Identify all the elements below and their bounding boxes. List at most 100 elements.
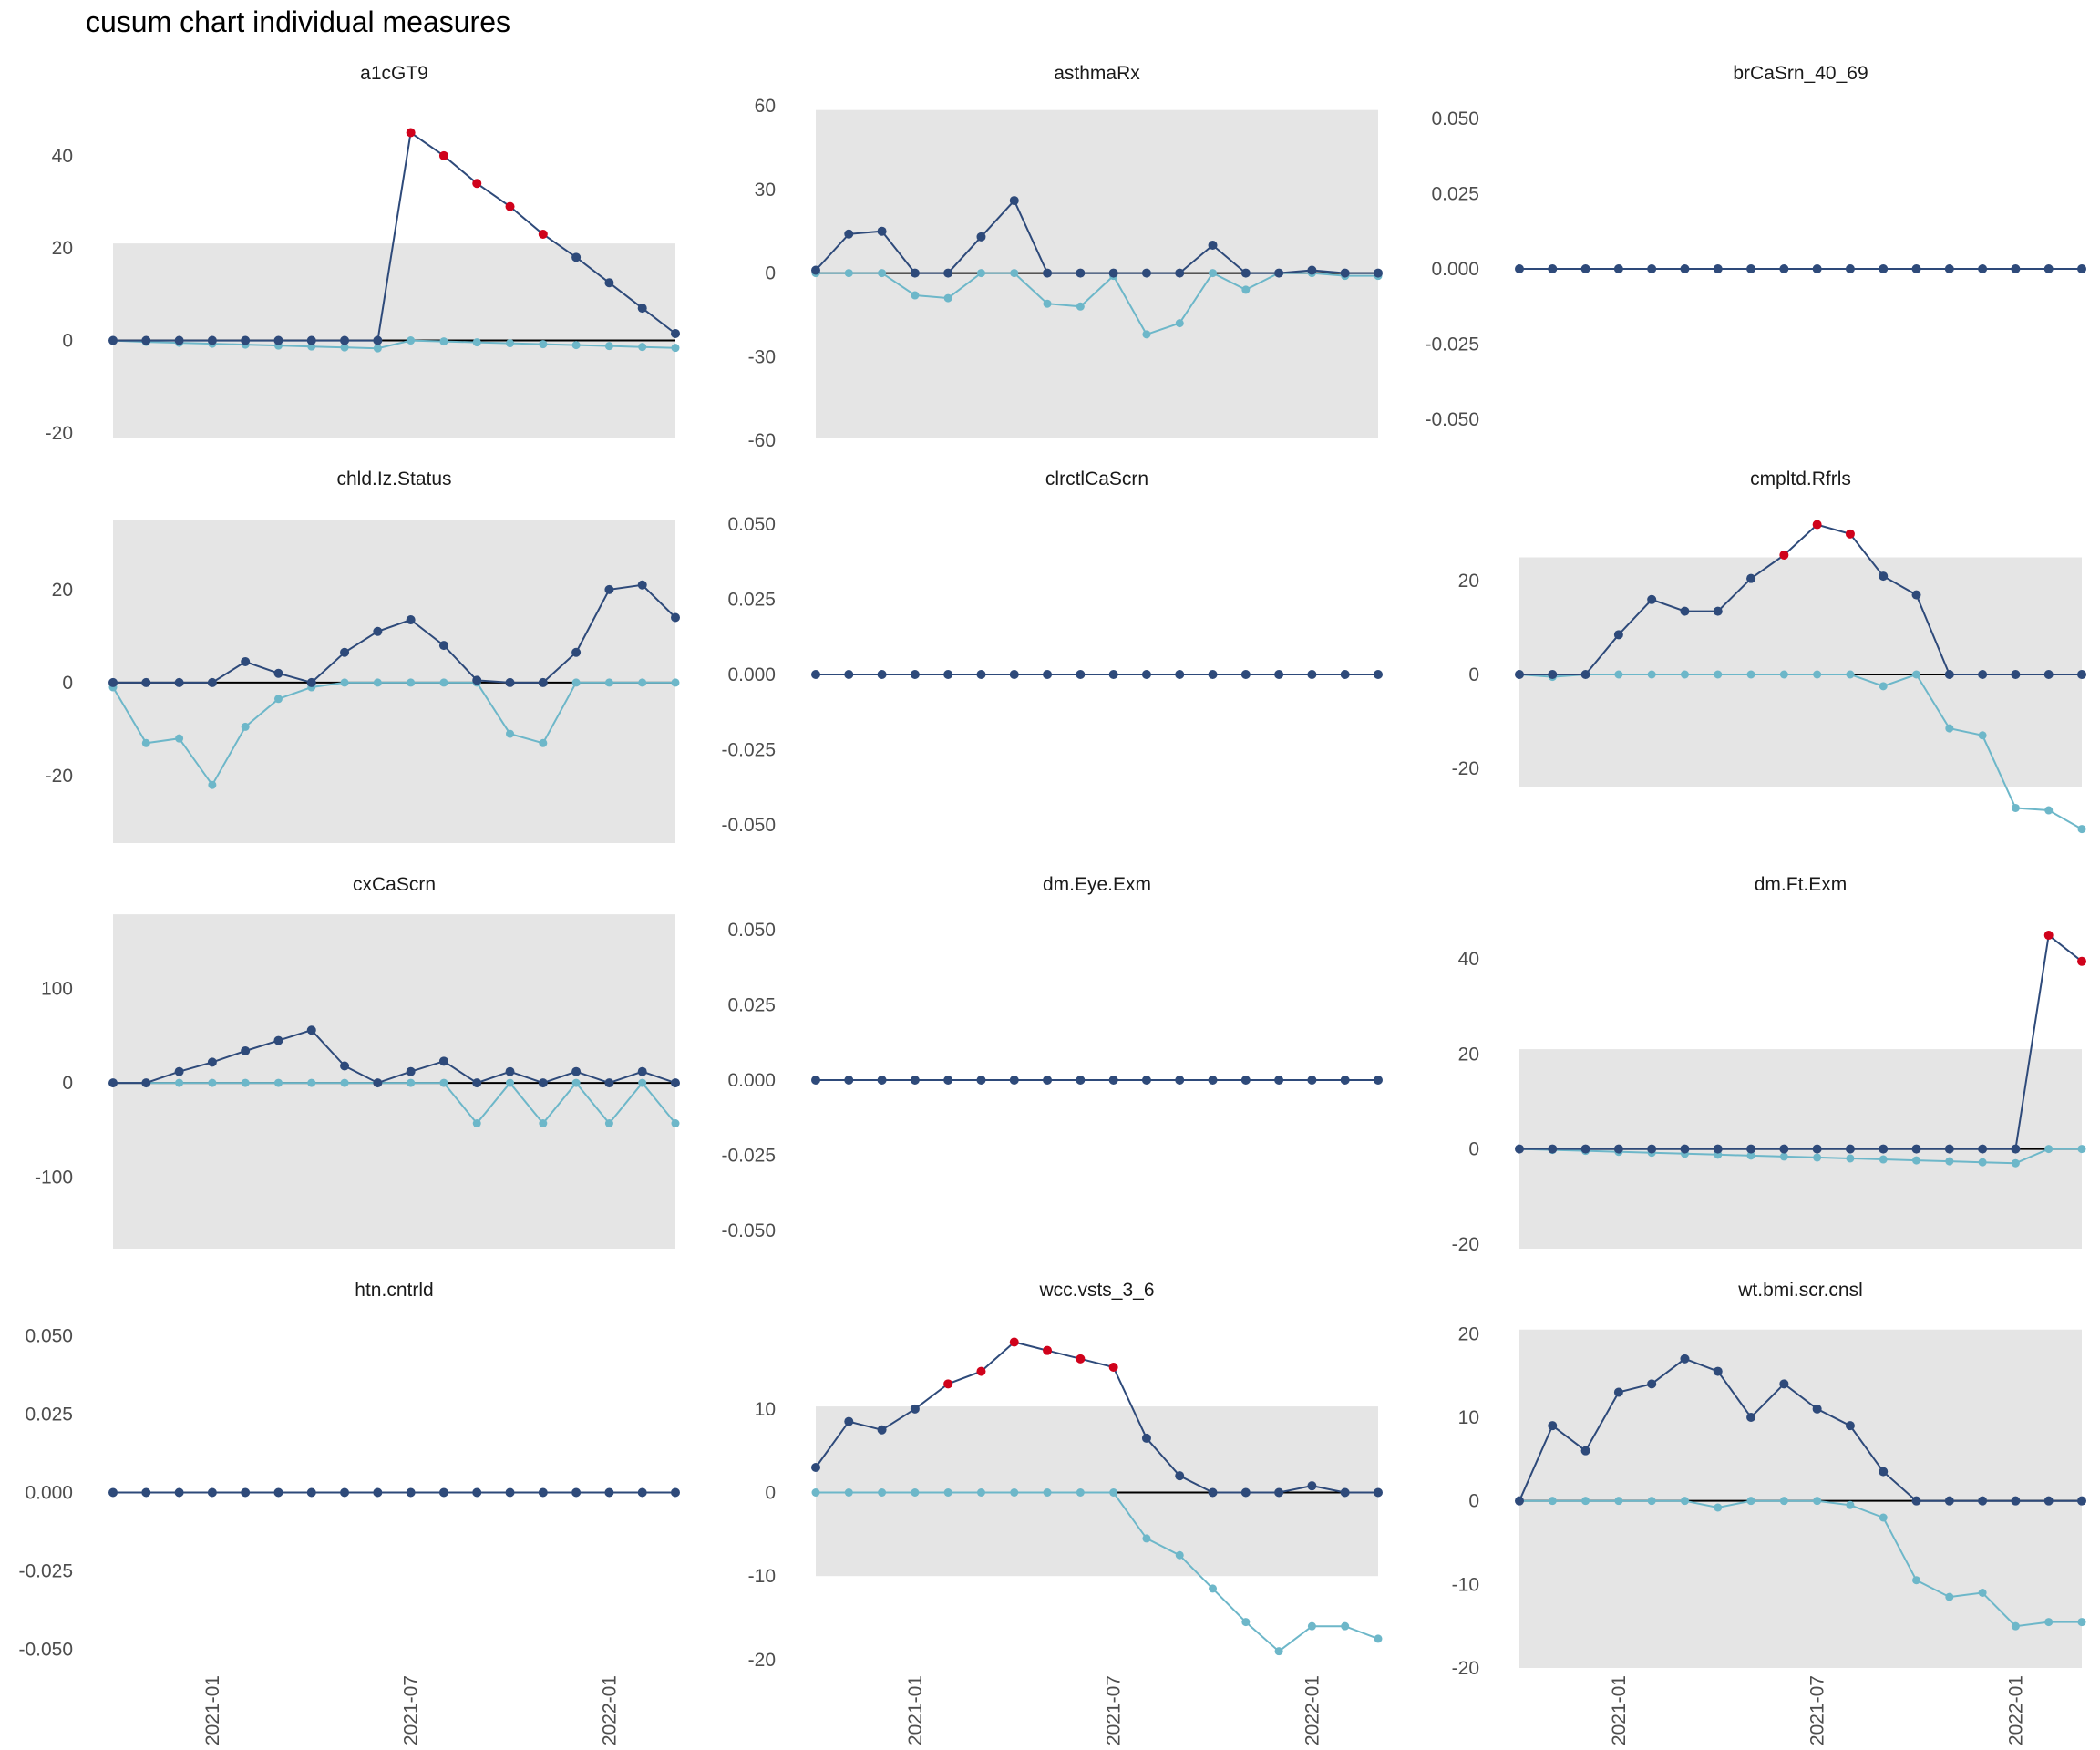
upper-cusum-point <box>241 1488 251 1498</box>
upper-cusum-point <box>373 1488 383 1498</box>
lower-cusum-point <box>1680 1497 1689 1506</box>
upper-cusum-point <box>141 677 151 687</box>
upper-cusum-point <box>637 1066 647 1076</box>
upper-cusum-point <box>1240 670 1251 679</box>
upper-cusum-point <box>472 675 482 685</box>
upper-cusum-point <box>1307 1481 1317 1491</box>
lower-cusum-line <box>112 339 676 350</box>
upper-cusum-point <box>811 1076 820 1085</box>
lower-cusum-point <box>976 269 985 278</box>
y-tick-label: -10 <box>748 1566 776 1587</box>
upper-cusum-point <box>877 1425 887 1435</box>
upper-cusum-point <box>2077 670 2086 679</box>
y-tick-label: 0 <box>1468 664 1479 685</box>
lower-cusum-point <box>373 678 382 687</box>
signal-point <box>438 150 448 160</box>
lower-cusum-point <box>472 1119 481 1128</box>
y-tick-label: 10 <box>1458 1407 1479 1428</box>
lower-cusum-point <box>2011 1158 2020 1168</box>
lower-cusum-point <box>1341 1621 1350 1631</box>
upper-cusum-point <box>472 1488 482 1498</box>
signal-point <box>1076 1354 1086 1364</box>
upper-cusum-point <box>2043 264 2054 273</box>
y-tick-label: 10 <box>755 1399 776 1420</box>
upper-cusum-point <box>604 1488 614 1498</box>
upper-cusum-point <box>976 232 986 242</box>
lower-cusum-point <box>1548 1497 1557 1506</box>
upper-cusum-point <box>1613 1387 1623 1397</box>
lower-cusum-point <box>1714 670 1723 679</box>
upper-cusum-point <box>1208 1488 1218 1498</box>
lower-cusum-line <box>113 1081 676 1126</box>
lower-cusum-point <box>175 734 184 743</box>
upper-cusum-point <box>538 1488 548 1498</box>
upper-cusum-point <box>1009 670 1019 679</box>
upper-cusum-point <box>1613 264 1623 273</box>
upper-cusum-point <box>1944 264 1954 273</box>
upper-cusum-point <box>1340 670 1350 679</box>
upper-cusum-point <box>241 335 251 345</box>
lower-cusum-point <box>373 344 382 353</box>
y-tick-label: -0.025 <box>721 1146 776 1167</box>
upper-cusum-point <box>406 1066 416 1076</box>
y-tick-label: -30 <box>748 346 776 367</box>
lower-cusum-point <box>1614 1497 1623 1506</box>
upper-cusum-point <box>340 1488 350 1498</box>
upper-cusum-point <box>1043 268 1053 278</box>
upper-cusum-point <box>241 1045 251 1055</box>
x-tick-label: 2021-07 <box>1807 1675 1828 1745</box>
page-title: cusum chart individual measures <box>86 5 510 38</box>
upper-cusum-point <box>1779 1144 1789 1154</box>
lower-cusum-point <box>439 678 448 687</box>
upper-cusum-point <box>943 1076 953 1085</box>
panel-11: wcc.vsts_3_6 10 0 -10 -20 <box>748 1280 1383 1671</box>
y-tick-label: 0.000 <box>25 1483 73 1504</box>
lower-cusum-point <box>1274 1647 1283 1656</box>
y-tick-label: 20 <box>52 580 73 601</box>
upper-cusum-point <box>976 1076 986 1085</box>
upper-cusum-point <box>1141 268 1151 278</box>
upper-cusum-point <box>241 656 251 666</box>
y-tick-label: 0.050 <box>727 920 776 941</box>
x-tick-label: 2022-01 <box>599 1675 620 1745</box>
signal-point <box>1779 550 1789 560</box>
upper-cusum-point <box>943 268 953 278</box>
upper-cusum-point <box>1374 268 1383 278</box>
lower-cusum-point <box>1043 299 1052 308</box>
upper-cusum-point <box>1580 670 1590 679</box>
lower-cusum-line <box>1518 1148 2082 1165</box>
upper-cusum-point <box>306 1025 316 1035</box>
upper-cusum-point <box>1580 1446 1590 1456</box>
panel-title: chld.Iz.Status <box>336 468 451 489</box>
lower-cusum-point <box>1912 1156 1921 1165</box>
upper-cusum-point <box>1515 1496 1524 1506</box>
upper-cusum-point <box>505 677 515 687</box>
y-tick-label: 0 <box>62 1073 73 1094</box>
lower-cusum-line <box>816 1491 1379 1652</box>
upper-cusum-point <box>1274 670 1284 679</box>
panel-title: dm.Ft.Exm <box>1755 874 1848 895</box>
y-tick-label: -0.025 <box>721 740 776 761</box>
lower-cusum-point <box>1846 1500 1855 1509</box>
lower-cusum-point <box>506 729 515 738</box>
upper-cusum-point <box>1845 1144 1855 1154</box>
upper-cusum-point <box>604 584 614 594</box>
upper-cusum-point <box>1746 264 1756 273</box>
upper-cusum-point <box>1307 265 1317 275</box>
lower-cusum-point <box>1241 1618 1251 1627</box>
lower-cusum-point <box>241 722 250 731</box>
lower-cusum-point <box>1581 1497 1590 1506</box>
signal-point <box>406 128 416 138</box>
upper-cusum-point <box>1548 670 1558 679</box>
upper-cusum-point <box>340 647 350 657</box>
upper-cusum-point <box>1175 268 1185 278</box>
upper-cusum-point <box>1548 264 1558 273</box>
upper-cusum-line <box>113 583 676 685</box>
upper-cusum-point <box>1613 630 1623 640</box>
y-tick-label: -20 <box>1452 1658 1479 1679</box>
upper-cusum-point <box>877 670 887 679</box>
upper-cusum-point <box>340 335 350 345</box>
lower-cusum-point <box>175 1078 184 1087</box>
lower-cusum-point <box>604 342 613 351</box>
